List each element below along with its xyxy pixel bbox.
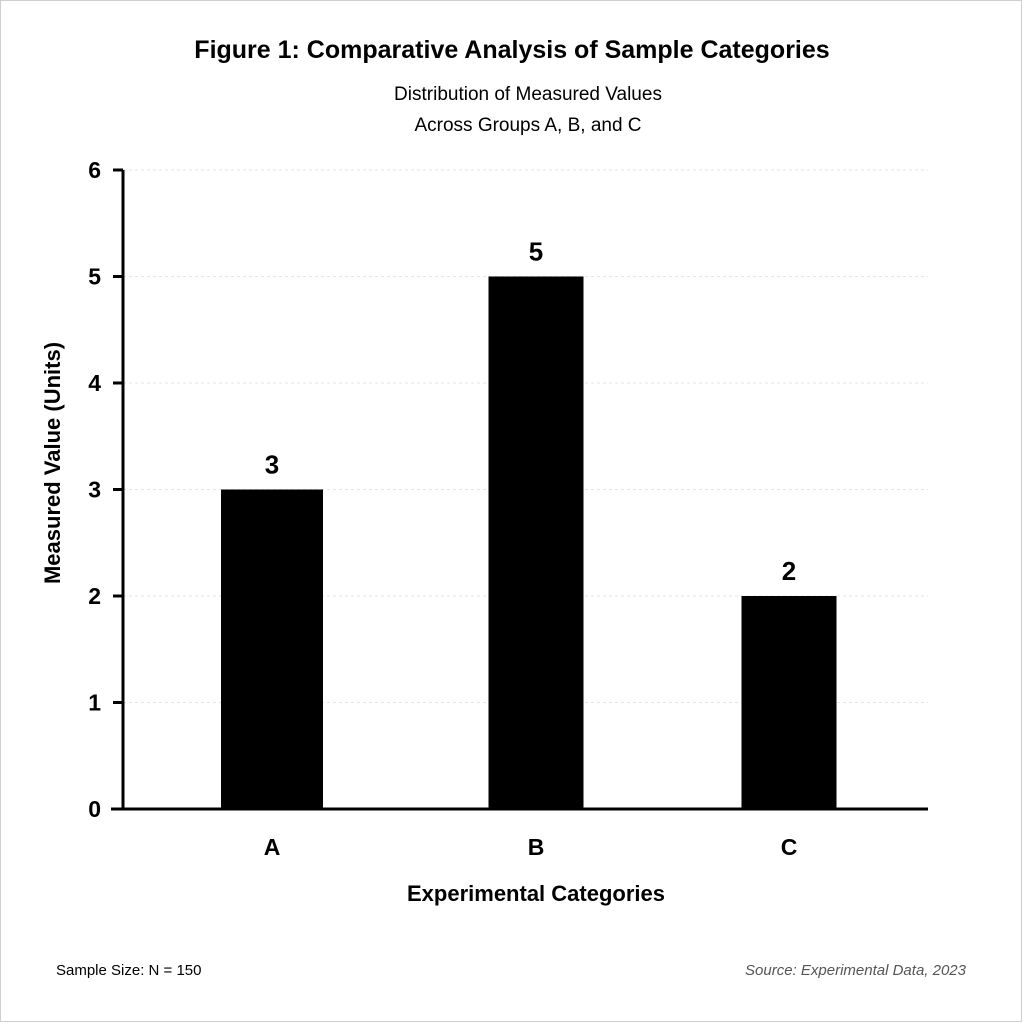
- y-tick-label: 4: [88, 370, 101, 396]
- x-tick-label: B: [528, 834, 545, 860]
- y-tick-label: 2: [88, 583, 101, 609]
- sample-size-note: Sample Size: N = 150: [56, 962, 202, 979]
- bar-b: [488, 276, 584, 809]
- chart-title: Figure 1: Comparative Analysis of Sample…: [194, 36, 830, 64]
- x-tick-label: C: [781, 834, 798, 860]
- y-axis-title: Measured Value (Units): [40, 342, 65, 584]
- y-tick-label: 5: [88, 264, 101, 290]
- x-axis-title: Experimental Categories: [407, 881, 665, 906]
- bars: [221, 276, 837, 809]
- axes: [111, 170, 928, 811]
- data-label: 5: [529, 237, 543, 267]
- chart-subtitle-line-1: Distribution of Measured Values: [394, 84, 662, 105]
- data-label: 2: [782, 556, 796, 586]
- y-tick-labels: 0 1 2 3 4 5 6: [88, 157, 101, 822]
- y-tick-label: 3: [88, 477, 101, 503]
- data-label: 3: [265, 450, 279, 480]
- bar-c: [741, 596, 837, 809]
- y-tick-label: 6: [88, 157, 101, 183]
- data-labels: 3 5 2: [265, 237, 796, 587]
- source-note: Source: Experimental Data, 2023: [745, 962, 966, 979]
- x-tick-labels: A B C: [264, 834, 798, 860]
- bar-a: [221, 489, 323, 809]
- y-tick-label: 1: [88, 690, 101, 716]
- chart-subtitle-line-2: Across Groups A, B, and C: [414, 115, 642, 136]
- y-tick-label: 0: [88, 796, 101, 822]
- x-tick-label: A: [264, 834, 281, 860]
